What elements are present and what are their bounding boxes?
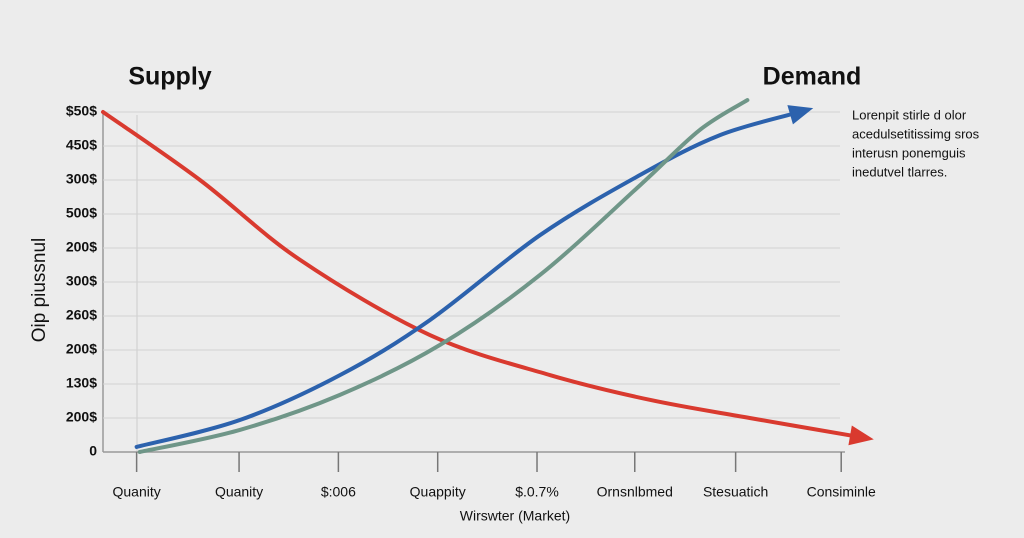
y-tick-label: 0 (89, 443, 97, 459)
x-tick-label: Quanity (215, 484, 263, 500)
y-tick-label: $50$ (66, 103, 97, 119)
y-tick-label: 200$ (66, 341, 97, 357)
arrowhead (848, 425, 874, 446)
annotation: interusn ponemguis (852, 145, 966, 160)
y-tick-label: 200$ (66, 239, 97, 255)
y-tick-label: 300$ (66, 171, 97, 187)
x-tick-label: Stesuatich (703, 484, 768, 500)
x-tick-label: Quappity (410, 484, 466, 500)
y-tick-label: 500$ (66, 205, 97, 221)
x-axis-title: Wirswter (Market) (460, 508, 570, 524)
annotation: acedulsetitissimg sros (852, 126, 980, 141)
y-tick-label: 200$ (66, 409, 97, 425)
annotation: inedutvel tlarres. (852, 164, 947, 179)
x-tick-label: Quanity (113, 484, 161, 500)
annotation: Lorenpit stirle d olor (852, 107, 967, 122)
line-series (137, 98, 750, 454)
y-axis-title: Oip piussnul (29, 238, 50, 343)
line-series (101, 110, 862, 440)
supply-heading: Supply (128, 63, 211, 91)
x-tick-label: $.0.7% (515, 484, 559, 500)
x-tick-label: $:006 (321, 484, 356, 500)
demand-heading: Demand (763, 63, 862, 91)
arrowhead (787, 105, 814, 125)
y-tick-label: 130$ (66, 375, 97, 391)
y-tick-label: 260$ (66, 307, 97, 323)
line-series (134, 110, 802, 449)
y-tick-label: 450$ (66, 137, 97, 153)
x-tick-label: Consiminle (807, 484, 876, 500)
y-tick-label: 300$ (66, 273, 97, 289)
x-tick-label: Ornsnlbmed (597, 484, 673, 500)
